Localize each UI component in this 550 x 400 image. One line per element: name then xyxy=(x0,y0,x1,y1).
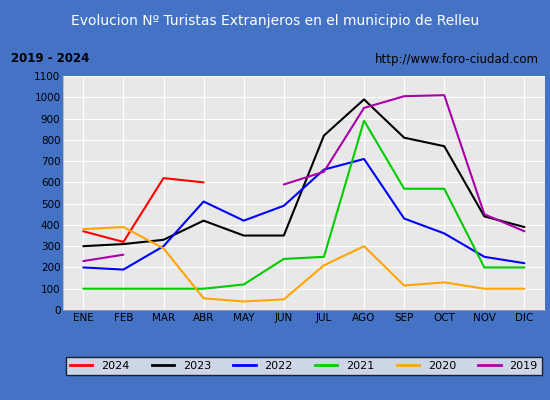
Text: Evolucion Nº Turistas Extranjeros en el municipio de Relleu: Evolucion Nº Turistas Extranjeros en el … xyxy=(71,14,479,28)
Text: http://www.foro-ciudad.com: http://www.foro-ciudad.com xyxy=(375,52,539,66)
Text: 2019 - 2024: 2019 - 2024 xyxy=(11,52,89,66)
Legend: 2024, 2023, 2022, 2021, 2020, 2019: 2024, 2023, 2022, 2021, 2020, 2019 xyxy=(65,356,542,375)
